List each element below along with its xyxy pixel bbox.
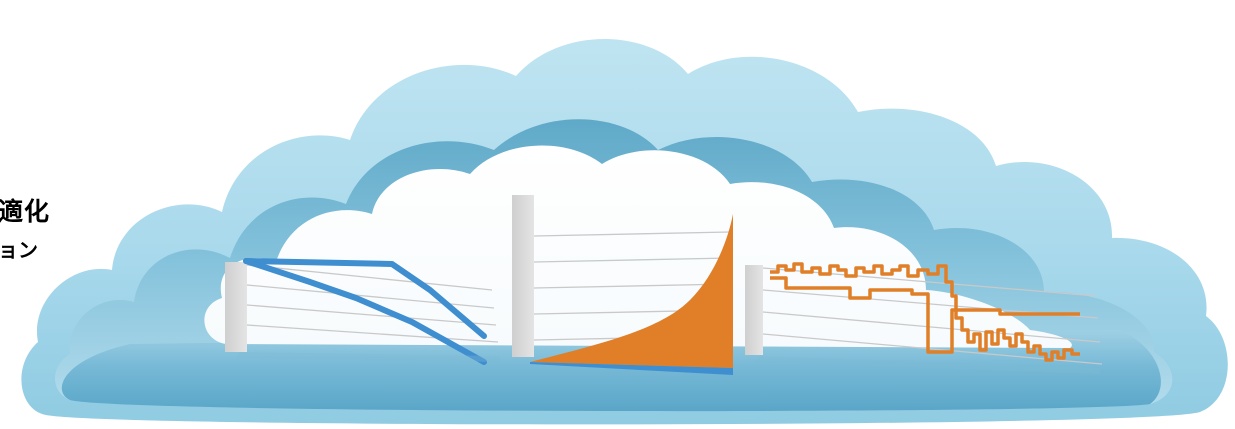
left-panel-floor-shadow (236, 352, 500, 362)
middle-panel-backboard (512, 195, 534, 357)
side-caption-line-2: ョン (0, 238, 38, 262)
left-panel-gridlines (246, 264, 499, 343)
middle-panel (512, 195, 733, 375)
left-blue-line-lower (243, 258, 487, 365)
right-panel-backboard (745, 265, 763, 355)
right-orange-step-lower (770, 276, 1080, 354)
right-orange-step-upper (770, 262, 1080, 362)
middle-orange-area (530, 214, 733, 368)
side-caption-line-1: 適化 (0, 197, 51, 226)
cloud-floor (61, 330, 1161, 412)
left-panel (225, 258, 500, 365)
right-panel-floor-shadow (756, 356, 1100, 374)
side-caption: 適化 ョン (0, 196, 50, 264)
right-panel (745, 262, 1103, 374)
left-panel-backboard (225, 262, 247, 352)
left-blue-line-upper (243, 258, 487, 339)
middle-blue-band (530, 362, 733, 375)
